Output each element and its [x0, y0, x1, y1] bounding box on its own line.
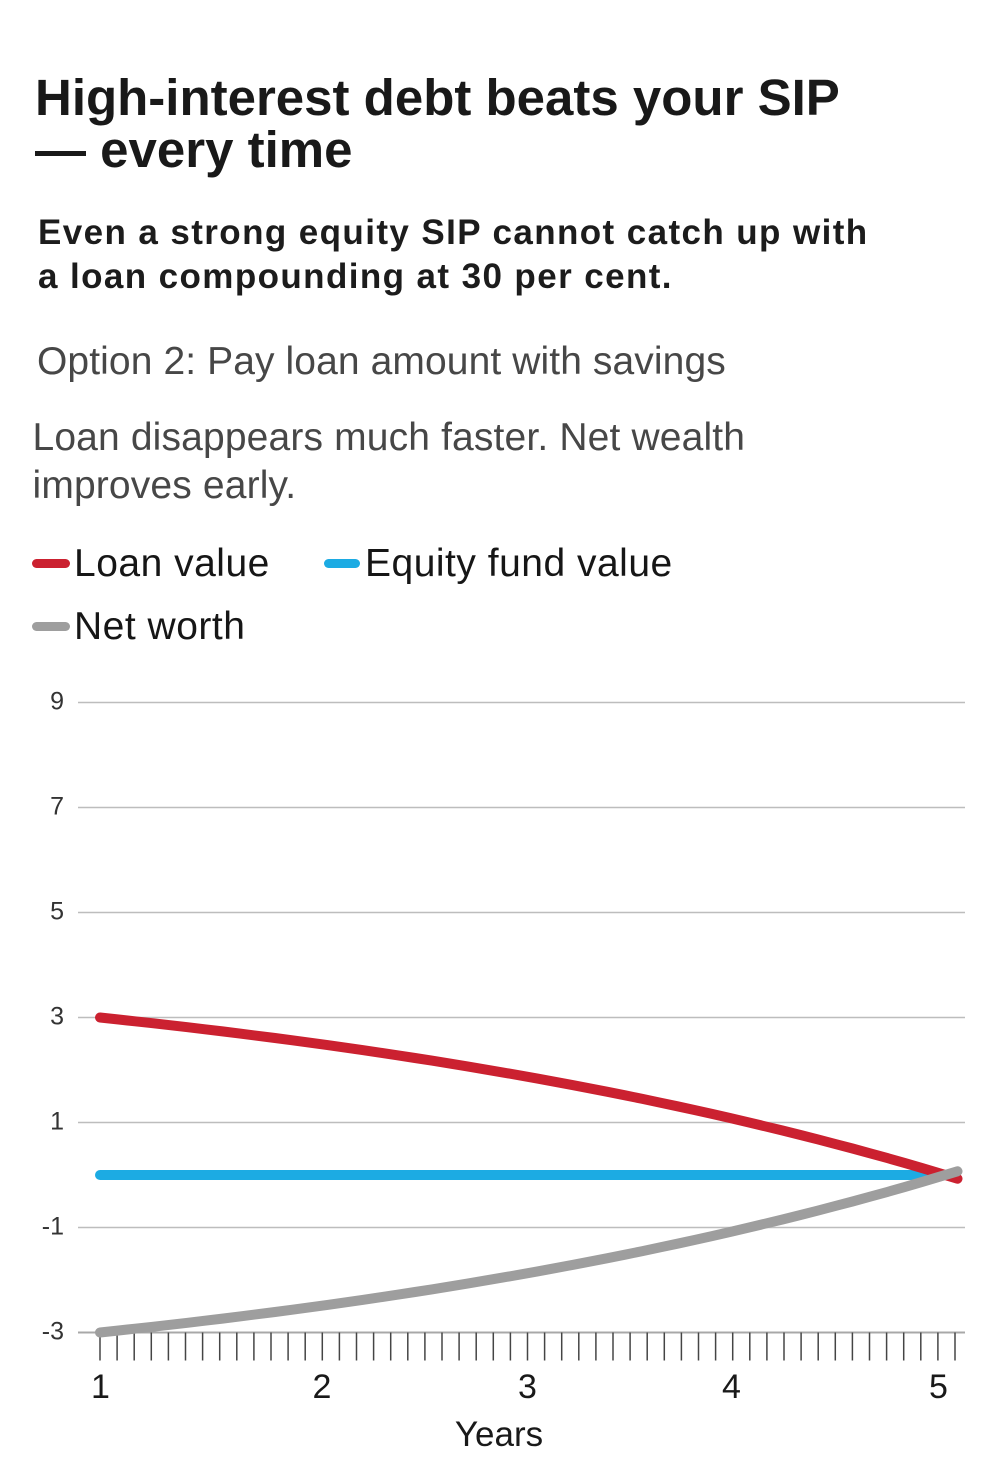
svg-text:4: 4 — [722, 1368, 741, 1406]
svg-text:2: 2 — [313, 1368, 332, 1406]
svg-text:5: 5 — [50, 898, 64, 926]
svg-text:3: 3 — [50, 1003, 64, 1031]
svg-text:3: 3 — [518, 1368, 537, 1406]
svg-text:1: 1 — [50, 1108, 64, 1136]
svg-text:5: 5 — [929, 1368, 948, 1406]
svg-text:Years: Years — [455, 1415, 543, 1454]
svg-text:9: 9 — [50, 688, 64, 716]
svg-text:1: 1 — [91, 1368, 110, 1406]
svg-text:-1: -1 — [42, 1213, 64, 1241]
svg-text:7: 7 — [50, 793, 64, 821]
svg-text:-3: -3 — [42, 1318, 64, 1346]
